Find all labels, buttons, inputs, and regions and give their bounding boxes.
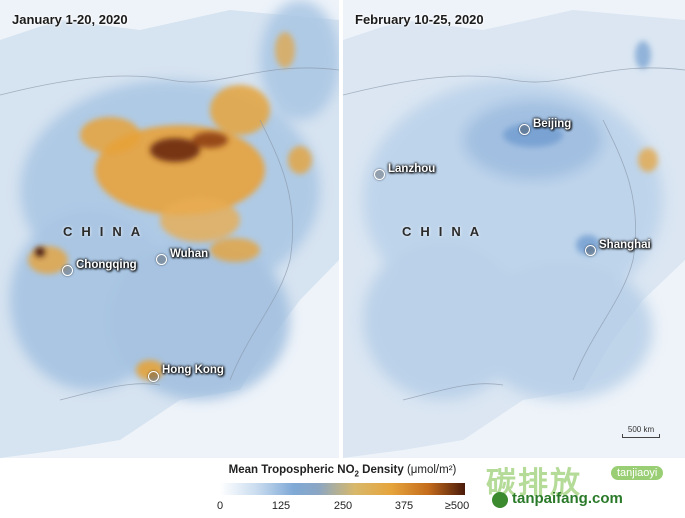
map-january: January 1-20, 2020 CHINA Chongqing Wuhan… — [0, 0, 339, 458]
watermark-domain: tanpaifang.com — [512, 490, 623, 507]
city-label: Wuhan — [170, 247, 209, 260]
city-chongqing: Chongqing — [62, 253, 137, 276]
scale-label: 500 km — [627, 425, 655, 434]
city-label: Hong Kong — [162, 363, 224, 376]
legend-color-bar — [220, 483, 465, 495]
city-label: Beijing — [533, 117, 572, 130]
city-shanghai: Shanghai — [585, 233, 651, 256]
map-february: February 10-25, 2020 CHINA Beijing Lanzh… — [343, 0, 685, 458]
legend-tick: 125 — [271, 500, 291, 512]
country-label-china: CHINA — [63, 224, 150, 239]
no2-map-january — [0, 0, 339, 458]
city-beijing: Beijing — [519, 112, 571, 135]
country-label-china: CHINA — [402, 224, 489, 239]
city-lanzhou: Lanzhou — [374, 157, 435, 180]
city-marker-icon — [519, 124, 530, 135]
map-title-january: January 1-20, 2020 — [12, 12, 128, 27]
legend-unit: (μmol/m²) — [406, 464, 457, 476]
legend-tick: 250 — [333, 500, 353, 512]
city-hong-kong: Hong Kong — [148, 357, 224, 382]
map-title-february: February 10-25, 2020 — [355, 12, 484, 27]
no2-map-february — [343, 0, 685, 458]
city-marker-icon — [585, 245, 596, 256]
city-wuhan: Wuhan — [156, 242, 208, 265]
city-label: Lanzhou — [388, 162, 436, 175]
city-marker-icon — [148, 371, 159, 382]
scale-bar: 500 km — [622, 425, 660, 438]
watermark: 碳排放 tanjiaoyi tanpaifang.com — [478, 456, 685, 518]
city-marker-icon — [374, 169, 385, 180]
legend-title: Mean Tropospheric NO2 Density (μmol/m²) — [228, 464, 457, 479]
scale-line — [622, 434, 660, 438]
leaf-logo-icon — [492, 492, 508, 508]
legend-tick: 0 — [216, 500, 224, 512]
city-label: Chongqing — [76, 258, 137, 271]
city-marker-icon — [156, 254, 167, 265]
legend-tick: ≥500 — [444, 500, 470, 512]
legend-tick: 375 — [394, 500, 414, 512]
watermark-tag: tanjiaoyi — [611, 466, 664, 480]
color-legend: Mean Tropospheric NO2 Density (μmol/m²) … — [205, 464, 480, 518]
city-marker-icon — [62, 265, 73, 276]
city-label: Shanghai — [599, 238, 651, 251]
